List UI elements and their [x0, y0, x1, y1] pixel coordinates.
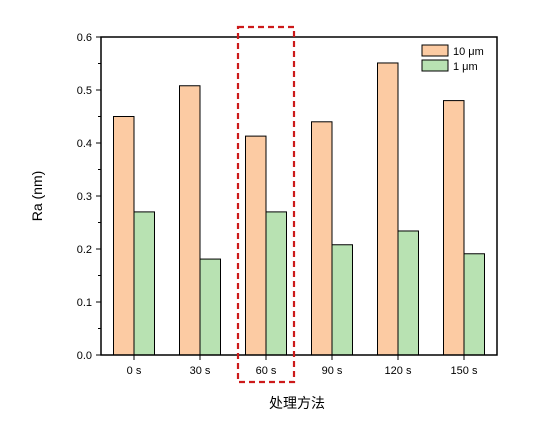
- bar-1um-90s: [331, 244, 353, 356]
- legend-swatch-1um: [421, 59, 449, 72]
- legend-swatch-10um: [421, 44, 449, 57]
- plot-frame: [100, 36, 498, 356]
- bars-layer: [113, 62, 485, 356]
- y-tick-label: 0.6: [77, 32, 92, 44]
- y-tick-label: 0.2: [77, 244, 92, 256]
- y-tick-label: 0.0: [77, 350, 92, 362]
- bar-10um-30s: [179, 85, 201, 356]
- y-tick-label: 0.5: [77, 85, 92, 97]
- legend-label-10um: 10 μm: [453, 46, 484, 58]
- bar-10um-0s: [113, 116, 135, 356]
- x-tick-label: 120 s: [385, 365, 412, 377]
- highlight-box-60s: [236, 25, 296, 384]
- x-tick-label: 0 s: [127, 365, 142, 377]
- y-tick-label: 0.3: [77, 191, 92, 203]
- legend-label-1um: 1 μm: [453, 61, 478, 73]
- bar-1um-30s: [199, 258, 221, 356]
- x-tick-label: 30 s: [190, 365, 211, 377]
- bar-10um-90s: [311, 121, 333, 356]
- y-tick-label: 0.1: [77, 297, 92, 309]
- x-axis: 0 s 30 s 60 s 90 s 120 s 150 s: [127, 355, 478, 377]
- bar-1um-0s: [133, 211, 155, 356]
- bar-1um-120s: [397, 230, 419, 356]
- bar-10um-60s: [245, 135, 267, 356]
- y-axis-title: Ra (nm): [29, 171, 45, 222]
- y-axis: 0.0 0.1 0.2 0.3 0.4 0.5 0.6: [77, 32, 101, 362]
- bar-10um-150s: [443, 100, 465, 356]
- x-tick-label: 90 s: [322, 365, 343, 377]
- legend: 10 μm 1 μm: [421, 44, 484, 73]
- x-axis-title: 处理方法: [269, 395, 325, 411]
- x-tick-label: 60 s: [256, 365, 277, 377]
- bar-10um-120s: [377, 62, 399, 356]
- y-tick-label: 0.4: [77, 138, 92, 150]
- bar-1um-60s: [265, 211, 287, 356]
- bar-1um-150s: [463, 253, 485, 356]
- x-tick-label: 150 s: [451, 365, 478, 377]
